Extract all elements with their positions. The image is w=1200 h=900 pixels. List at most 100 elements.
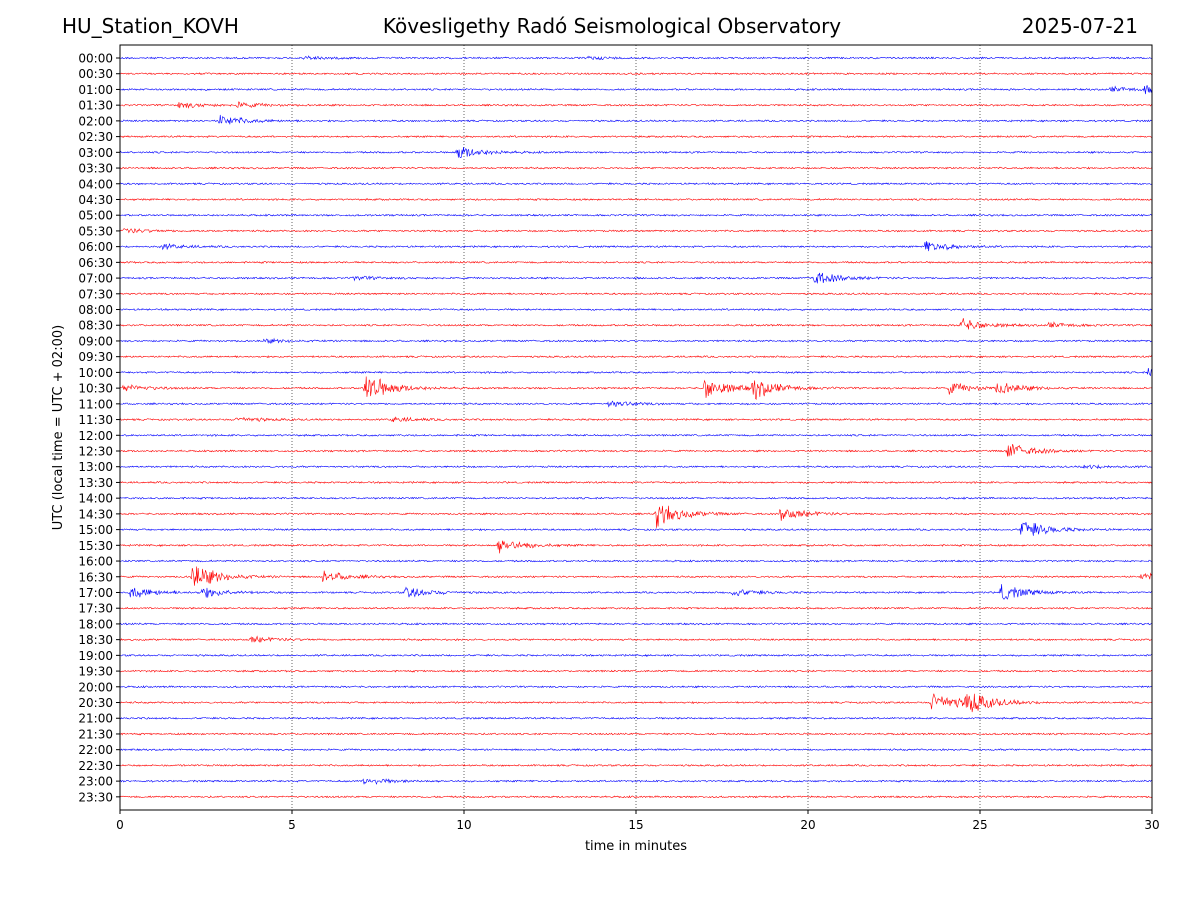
trace-2300	[119, 778, 1153, 785]
x-tick-label: 20	[800, 818, 815, 832]
trace-0830	[119, 318, 1153, 330]
y-tick-label: 09:00	[78, 334, 113, 348]
y-tick-label: 18:00	[78, 617, 113, 631]
y-tick-label: 13:30	[78, 476, 113, 490]
y-tick-label: 15:00	[78, 523, 113, 537]
trace-1630	[119, 566, 1153, 586]
y-tick-label: 21:00	[78, 712, 113, 726]
trace-0100	[119, 85, 1153, 95]
trace-0400	[119, 182, 1153, 186]
y-tick-label: 23:30	[78, 790, 113, 804]
seismic-traces	[119, 55, 1153, 799]
trace-0600	[119, 241, 1153, 252]
x-tick-label: 15	[628, 818, 643, 832]
x-tick-label: 10	[456, 818, 471, 832]
trace-0530	[119, 228, 1153, 234]
trace-0200	[119, 114, 1153, 125]
trace-1030	[119, 376, 1153, 401]
y-tick-label: 09:30	[78, 350, 113, 364]
y-tick-label: 19:00	[78, 649, 113, 663]
y-tick-label: 14:00	[78, 492, 113, 506]
y-tick-label: 20:00	[78, 680, 113, 694]
trace-1100	[119, 400, 1153, 408]
trace-1730	[119, 606, 1153, 610]
y-axis-label: UTC (local time = UTC + 02:00)	[51, 325, 66, 530]
trace-0230	[119, 135, 1153, 139]
plot-date: 2025-07-21	[1021, 14, 1138, 38]
trace-0130	[119, 101, 1153, 109]
y-tick-label: 22:00	[78, 743, 113, 757]
y-tick-label: 02:00	[78, 114, 113, 128]
trace-0800	[119, 308, 1153, 312]
trace-0930	[119, 355, 1153, 359]
y-tick-label: 04:30	[78, 193, 113, 207]
y-tick-label: 14:30	[78, 507, 113, 521]
trace-0900	[119, 337, 1153, 344]
y-tick-label: 03:30	[78, 162, 113, 176]
grid-lines	[291, 45, 981, 810]
trace-1200	[119, 433, 1153, 437]
trace-0500	[119, 213, 1153, 217]
trace-1330	[119, 480, 1153, 485]
y-tick-label: 11:30	[78, 413, 113, 427]
y-tick-label: 05:00	[78, 209, 113, 223]
x-tick-label: 0	[116, 818, 124, 832]
y-tick-label: 15:30	[78, 539, 113, 553]
y-tick-label: 12:30	[78, 445, 113, 459]
y-tick-label: 10:00	[78, 366, 113, 380]
x-axis: 0 5 10 15 20 25 30	[116, 810, 1160, 832]
trace-1500	[119, 522, 1153, 536]
trace-0630	[119, 260, 1153, 264]
station-name: HU_Station_KOVH	[62, 14, 239, 38]
y-tick-label: 17:00	[78, 586, 113, 600]
y-tick-label: 23:00	[78, 775, 113, 789]
trace-2000	[119, 685, 1153, 689]
trace-1130	[119, 416, 1153, 423]
trace-2030	[119, 693, 1153, 713]
trace-2230	[119, 763, 1153, 768]
x-axis-label: time in minutes	[585, 839, 687, 854]
y-tick-label: 04:00	[78, 177, 113, 191]
y-tick-label: 18:30	[78, 633, 113, 647]
trace-1600	[119, 559, 1153, 563]
trace-1230	[119, 443, 1153, 457]
observatory-title: Kövesligethy Radó Seismological Observat…	[382, 14, 842, 38]
trace-1930	[119, 669, 1153, 673]
trace-1830	[119, 635, 1153, 643]
y-tick-label: 08:00	[78, 303, 113, 317]
trace-1700	[119, 584, 1153, 600]
trace-1430	[119, 505, 1153, 528]
trace-2330	[119, 795, 1153, 799]
y-tick-label: 07:00	[78, 272, 113, 286]
y-tick-label: 05:30	[78, 224, 113, 238]
y-tick-label: 07:30	[78, 287, 113, 301]
x-tick-label: 30	[1144, 818, 1159, 832]
trace-0700	[119, 272, 1153, 284]
trace-0300	[119, 147, 1153, 159]
y-tick-label: 12:00	[78, 429, 113, 443]
trace-0000	[119, 55, 1153, 61]
y-tick-label: 19:30	[78, 665, 113, 679]
y-tick-label: 01:00	[78, 83, 113, 97]
y-tick-label: 06:00	[78, 240, 113, 254]
y-tick-label: 17:30	[78, 602, 113, 616]
y-tick-label: 16:30	[78, 570, 113, 584]
y-tick-label: 22:30	[78, 759, 113, 773]
y-tick-label: 11:00	[78, 397, 113, 411]
y-tick-label: 03:00	[78, 146, 113, 160]
trace-1530	[119, 540, 1153, 554]
y-tick-label: 13:00	[78, 460, 113, 474]
y-tick-label: 06:30	[78, 256, 113, 270]
y-tick-label: 08:30	[78, 319, 113, 333]
trace-1800	[119, 622, 1153, 626]
trace-1400	[119, 496, 1153, 500]
trace-0030	[119, 72, 1153, 76]
y-tick-label: 16:00	[78, 555, 113, 569]
y-tick-label: 00:30	[78, 67, 113, 81]
trace-1000	[119, 367, 1153, 377]
trace-1900	[119, 653, 1153, 657]
trace-0730	[119, 292, 1153, 296]
y-tick-label: 01:30	[78, 99, 113, 113]
